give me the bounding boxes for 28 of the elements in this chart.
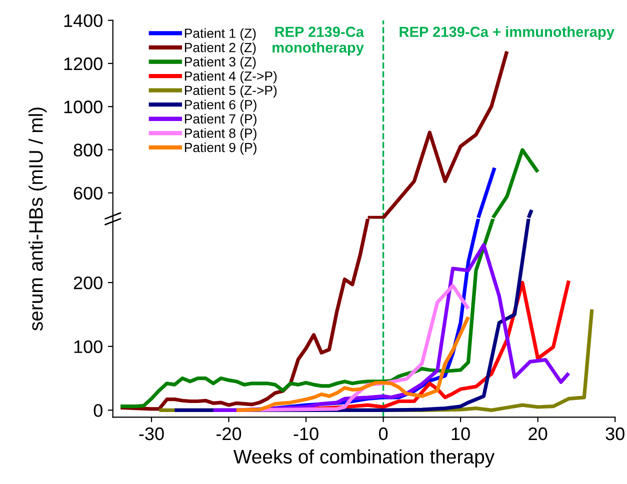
y-tick-label: 1000 (64, 100, 102, 114)
legend-label: Patient 8 (P) (184, 128, 256, 140)
y-tick-label: 1200 (64, 57, 102, 70)
x-axis-title: Weeks of combination therapy (233, 449, 495, 468)
legend-label: Patient 6 (P) (184, 100, 256, 112)
y-axis-title: serum anti-HBs (mIU / ml) (28, 108, 47, 331)
legend-label: Patient 3 (Z) (184, 56, 256, 70)
y-tick-label: 600 (74, 186, 102, 200)
legend-label: Patient 5 (Z->P) (184, 85, 277, 98)
x-tick-label: 20 (528, 427, 548, 440)
y-tick-label: 1400 (64, 14, 102, 28)
y-tick-label: 200 (74, 276, 102, 290)
y-tick-label: 800 (74, 144, 102, 156)
x-tick-label: 10 (452, 427, 470, 440)
annotation: REP 2139-Ca + immunotherapy (400, 26, 614, 40)
x-tick-label: -30 (139, 427, 164, 440)
legend-label: Patient 2 (Z) (184, 42, 256, 55)
legend-label: Patient 1 (Z) (184, 28, 256, 41)
y-tick-label: 0 (94, 404, 102, 417)
y-tick-label: 100 (74, 340, 102, 354)
legend-label: Patient 4 (Z->P) (184, 71, 277, 84)
x-tick-label: -20 (216, 427, 242, 440)
annotation: REP 2139-Ca monotherapy (272, 26, 364, 56)
x-tick-label: 0 (378, 427, 388, 440)
x-tick-label: 30 (606, 427, 624, 440)
x-tick-label: -10 (294, 427, 318, 440)
legend-label: Patient 7 (P) (184, 114, 256, 126)
legend-label: Patient 9 (P) (184, 142, 256, 155)
